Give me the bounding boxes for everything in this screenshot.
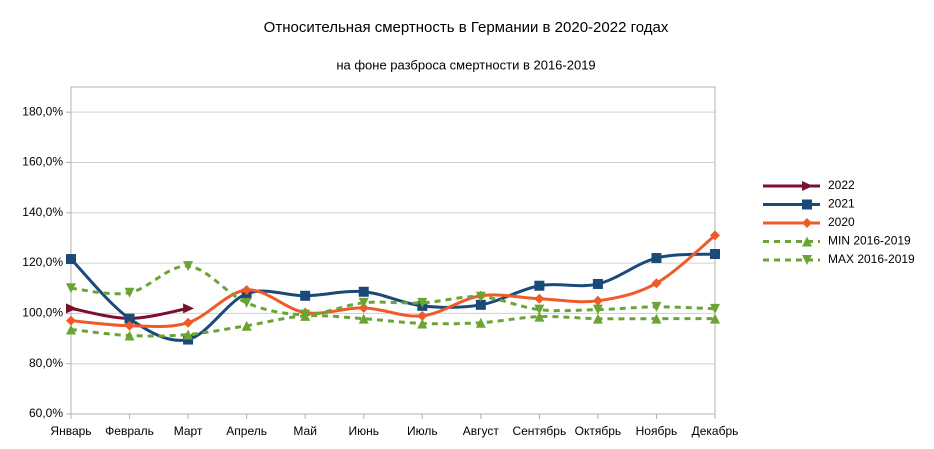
y-tick-label: 140,0%: [22, 205, 63, 219]
data-point: [651, 278, 662, 289]
data-point: [300, 290, 311, 301]
data-point: [651, 301, 662, 312]
legend-marker: [802, 199, 812, 210]
data-point: [651, 313, 662, 324]
data-point: [241, 284, 252, 295]
data-point: [710, 230, 720, 241]
x-tick-label: Июль: [407, 424, 438, 438]
data-point: [241, 320, 252, 331]
data-point: [592, 304, 603, 315]
x-tick-label: Сентябрь: [512, 424, 566, 438]
chart-subtitle: на фоне разброса смертности в 2016-2019: [336, 57, 595, 72]
x-tick-label: Июнь: [348, 424, 379, 438]
plot-frame: [70, 86, 716, 415]
data-point: [66, 324, 76, 335]
data-point: [183, 261, 194, 272]
data-point: [66, 303, 77, 314]
legend-label: MIN 2016-2019: [828, 234, 911, 248]
series-line: [69, 252, 716, 342]
data-point: [183, 303, 195, 314]
x-tick-label: Март: [174, 424, 203, 438]
data-point: [417, 310, 428, 321]
x-tick-label: Май: [293, 424, 317, 438]
data-point: [358, 302, 369, 313]
x-tick-label: Январь: [50, 424, 91, 438]
legend-label: 2021: [828, 197, 855, 211]
legend-label: 2020: [828, 215, 855, 229]
data-point: [124, 287, 135, 298]
data-point: [358, 313, 369, 324]
data-point: [592, 295, 603, 306]
legend-marker: [802, 236, 812, 247]
data-point: [534, 280, 545, 291]
x-tick-label: Октябрь: [575, 424, 622, 438]
data-point: [710, 303, 720, 314]
data-point: [475, 291, 486, 302]
legend-marker: [802, 218, 812, 228]
data-point: [534, 304, 545, 315]
data-point: [417, 297, 428, 308]
data-point: [651, 253, 662, 264]
data-point: [475, 299, 486, 310]
data-point: [534, 293, 545, 304]
data-point: [124, 320, 135, 331]
data-point: [66, 315, 76, 326]
data-point: [66, 254, 76, 265]
data-point: [300, 309, 311, 320]
data-point: [592, 313, 603, 324]
data-point: [183, 317, 194, 328]
data-point: [417, 318, 428, 329]
data-point: [358, 286, 369, 297]
data-point: [124, 313, 135, 324]
y-tick-label: 100,0%: [22, 306, 63, 320]
legend-label: 2022: [828, 178, 855, 192]
y-tick-label: 120,0%: [22, 255, 63, 269]
y-tick-label: 80,0%: [29, 356, 63, 370]
chart-title: Относительная смертность в Германии в 20…: [264, 19, 669, 36]
x-tick-label: Август: [463, 424, 500, 438]
legend-label: MAX 2016-2019: [828, 252, 915, 266]
series-line: [70, 314, 715, 338]
x-tick-label: Февраль: [105, 424, 154, 438]
data-point: [358, 297, 369, 308]
data-point: [710, 249, 720, 260]
y-tick-label: 60,0%: [29, 406, 63, 420]
data-point: [183, 334, 194, 345]
data-point: [66, 283, 76, 294]
legend-marker: [802, 181, 813, 191]
legend-marker: [802, 255, 812, 265]
y-tick-label: 160,0%: [22, 155, 63, 169]
x-tick-label: Апрель: [226, 424, 267, 438]
data-point: [592, 278, 603, 289]
data-point: [124, 330, 135, 341]
series-line: [70, 264, 716, 317]
data-point: [534, 311, 545, 322]
x-tick-label: Декабрь: [692, 424, 739, 438]
y-tick-label: 180,0%: [22, 104, 63, 118]
x-tick-label: Ноябрь: [636, 424, 678, 438]
data-point: [241, 297, 252, 308]
data-point: [475, 317, 486, 328]
data-point: [710, 313, 720, 324]
data-point: [183, 329, 194, 340]
